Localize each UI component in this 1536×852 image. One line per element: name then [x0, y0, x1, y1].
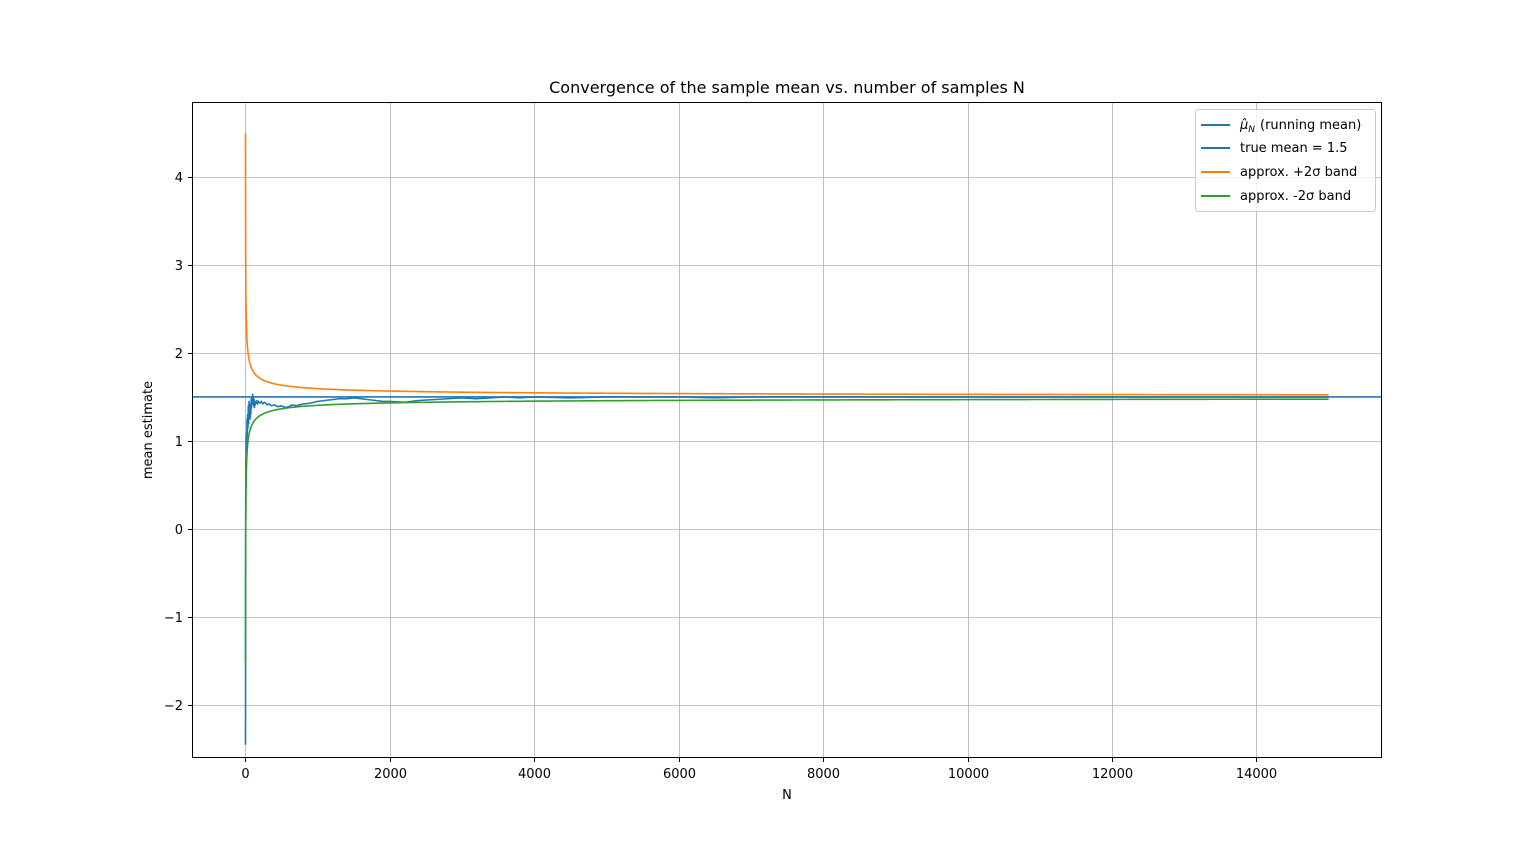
- legend-entry-running-mean: μ̂N (running mean): [1201, 118, 1361, 135]
- x-axis-label: N: [782, 788, 792, 803]
- series-group: [192, 132, 1382, 745]
- running-mean-line: [244, 393, 1329, 745]
- plot-frame: [192, 102, 1382, 758]
- legend-label-true-mean: true mean = 1.5: [1240, 141, 1348, 156]
- lower-band-line: [244, 398, 1329, 662]
- y-tick-label: 1: [175, 435, 183, 450]
- legend-box: [1195, 109, 1376, 212]
- y-tick-label: 2: [175, 347, 183, 362]
- legend-label-running-mean: μ̂N (running mean): [1239, 118, 1361, 135]
- y-axis-label: mean estimate: [141, 381, 156, 479]
- x-axis: 0 2000 4000 6000 8000 10000 12000 14000: [241, 758, 1277, 782]
- x-tick-label: 0: [241, 767, 249, 782]
- x-tick-label: 8000: [807, 767, 840, 782]
- x-tick-label: 6000: [663, 767, 696, 782]
- x-tick-label: 10000: [948, 767, 989, 782]
- y-tick-label: 0: [175, 523, 183, 538]
- legend-running-mean-text: (running mean): [1260, 118, 1361, 133]
- legend-entry-upper-band: approx. +2σ band: [1201, 165, 1357, 180]
- chart-title: Convergence of the sample mean vs. numbe…: [549, 78, 1025, 97]
- x-tick-label: 4000: [518, 767, 551, 782]
- legend-label-upper-band: approx. +2σ band: [1240, 165, 1357, 180]
- upper-band-line: [244, 132, 1329, 396]
- y-tick-label: −1: [164, 611, 183, 626]
- y-tick-label: 3: [175, 259, 183, 274]
- legend-entry-lower-band: approx. -2σ band: [1201, 189, 1351, 204]
- y-axis: −2 −1 0 1 2 3 4: [164, 171, 192, 714]
- legend: μ̂N (running mean) true mean = 1.5 approx…: [1195, 109, 1376, 212]
- x-tick-label: 12000: [1092, 767, 1133, 782]
- legend-mu-subscript: N: [1248, 125, 1255, 135]
- x-tick-label: 2000: [374, 767, 407, 782]
- grid: [192, 102, 1382, 758]
- y-tick-label: 4: [175, 171, 183, 186]
- legend-mu-hat: μ̂: [1239, 118, 1248, 133]
- legend-entry-true-mean: true mean = 1.5: [1201, 141, 1348, 156]
- legend-label-lower-band: approx. -2σ band: [1240, 189, 1351, 204]
- y-tick-label: −2: [164, 699, 183, 714]
- x-tick-label: 14000: [1236, 767, 1277, 782]
